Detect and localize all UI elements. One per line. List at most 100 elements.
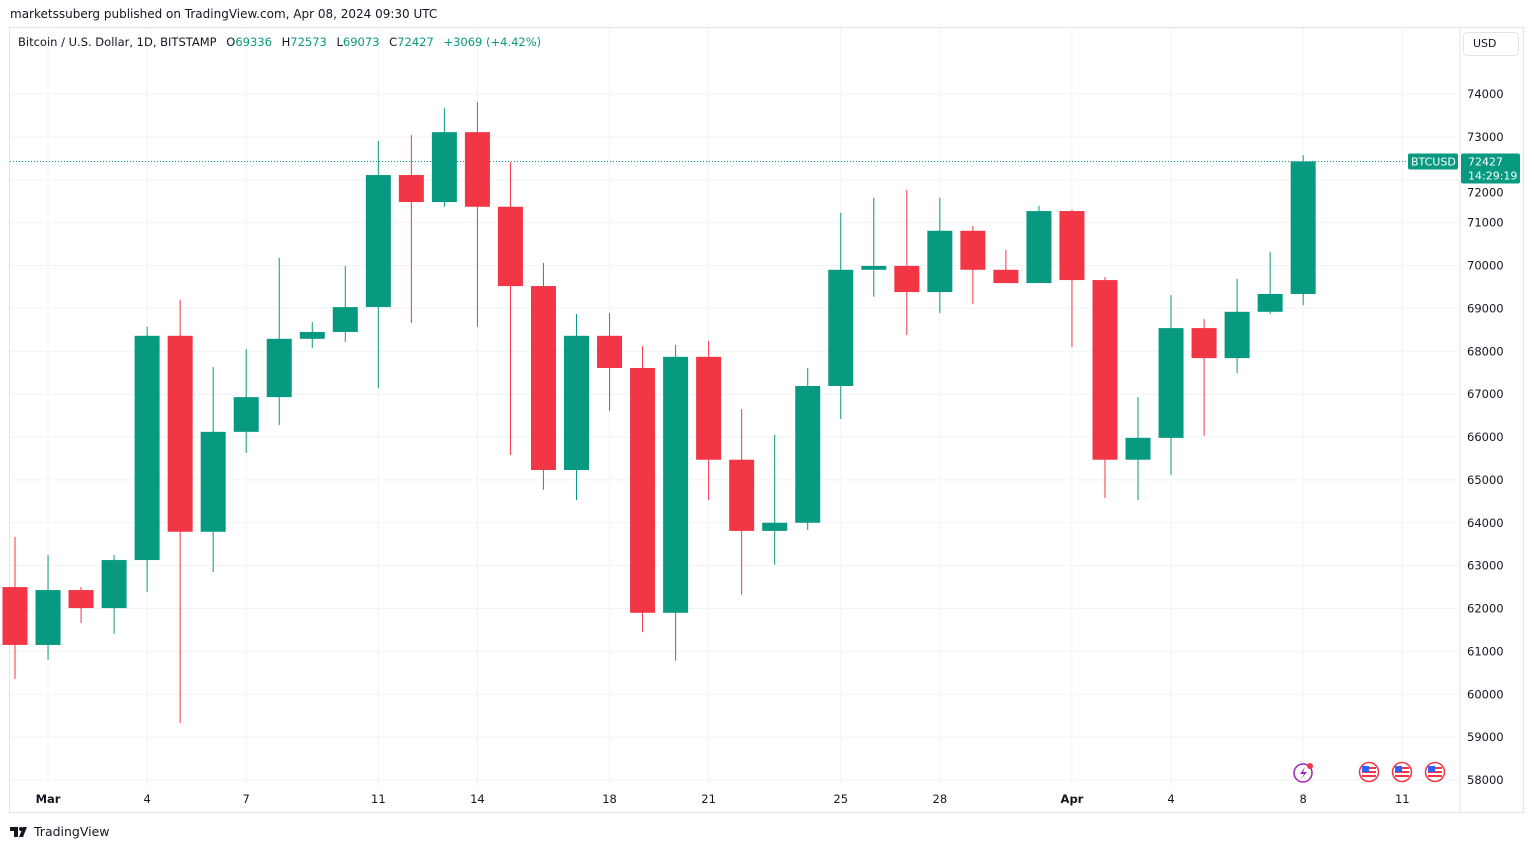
candle-body <box>1026 211 1052 284</box>
time-tick-label: 4 <box>143 792 150 806</box>
price-tick-label: 72000 <box>1467 185 1504 199</box>
us-flag-icon <box>1391 761 1413 783</box>
close-value: 72427 <box>397 35 434 49</box>
grid <box>10 28 1461 813</box>
price-tick-label: 63000 <box>1467 559 1504 573</box>
candle[interactable] <box>233 349 259 453</box>
price-tick-label: 58000 <box>1467 773 1504 787</box>
candle[interactable] <box>1257 251 1283 314</box>
candle[interactable] <box>530 262 556 490</box>
candle-body <box>993 269 1019 284</box>
candle[interactable] <box>134 326 160 592</box>
candle-body <box>861 265 887 270</box>
us-flag-event-icon[interactable] <box>1358 761 1446 783</box>
price-tag-bg <box>1461 153 1520 184</box>
candle-body <box>795 385 821 523</box>
candle[interactable] <box>431 108 457 207</box>
candle[interactable] <box>1026 205 1052 284</box>
open-value: 69336 <box>235 35 272 49</box>
candle[interactable] <box>630 346 656 633</box>
candle[interactable] <box>795 367 821 531</box>
candle[interactable] <box>1092 277 1118 498</box>
candle[interactable] <box>464 102 490 327</box>
candle-body <box>696 356 722 460</box>
price-tick-label: 64000 <box>1467 516 1504 530</box>
candle-body <box>233 397 259 432</box>
candle-body <box>762 522 788 531</box>
candle[interactable] <box>299 322 325 348</box>
candle[interactable] <box>1290 155 1316 306</box>
symbol-tag: BTCUSD <box>1411 155 1456 168</box>
time-tick-label: Apr <box>1061 792 1084 806</box>
candle[interactable] <box>927 197 953 314</box>
last-price-tag: BTCUSD 72427 14:29:19 <box>1408 153 1520 184</box>
candle[interactable] <box>332 265 358 342</box>
candle[interactable] <box>1158 295 1184 475</box>
candle[interactable] <box>993 250 1019 284</box>
candle[interactable] <box>564 313 590 501</box>
candle[interactable] <box>200 367 226 573</box>
candle[interactable] <box>266 257 292 425</box>
candle[interactable] <box>762 434 788 565</box>
time-tick-label: 28 <box>933 792 948 806</box>
candle[interactable] <box>101 554 127 634</box>
lightning-event-icon[interactable] <box>1293 763 1313 783</box>
candle-body <box>663 356 689 613</box>
low-value: 69073 <box>342 35 380 49</box>
change-value: +3069 (+4.42%) <box>443 35 542 49</box>
candle[interactable] <box>167 299 193 723</box>
candle-body <box>1125 437 1151 460</box>
candle[interactable] <box>398 135 424 323</box>
candle-body <box>927 230 953 293</box>
price-tick-label: 60000 <box>1467 687 1504 701</box>
price-tick-label: 69000 <box>1467 301 1504 315</box>
time-tick-label: 25 <box>833 792 848 806</box>
symbol-title: Bitcoin / U.S. Dollar, 1D, BITSTAMP <box>18 35 217 49</box>
high-label: H <box>281 35 291 49</box>
candle-body <box>1257 293 1283 312</box>
chart-pane[interactable] <box>9 27 1524 813</box>
candle[interactable] <box>696 340 722 501</box>
candle[interactable] <box>960 226 986 305</box>
time-tick-label: 4 <box>1167 792 1174 806</box>
time-tick-label: 18 <box>602 792 617 806</box>
price-tick-label: 66000 <box>1467 430 1504 444</box>
candle-body <box>68 590 94 609</box>
time-tick-label: 11 <box>371 792 386 806</box>
candle[interactable] <box>68 587 94 624</box>
candle-body <box>1092 280 1118 460</box>
currency-button[interactable]: USD <box>1463 32 1519 56</box>
tradingview-logo[interactable]: TradingView <box>10 824 110 839</box>
candle[interactable] <box>894 190 920 335</box>
price-tick-label: 67000 <box>1467 387 1504 401</box>
candle[interactable] <box>861 197 887 297</box>
candle[interactable] <box>365 141 391 389</box>
time-axis[interactable]: Mar 4 7 11 14 18 21 25 28 Apr 4 8 11 <box>36 792 1410 806</box>
price-tag-countdown: 14:29:19 <box>1468 169 1517 182</box>
time-tick-label: 7 <box>243 792 250 806</box>
candle-body <box>35 590 61 645</box>
candles <box>2 102 1316 723</box>
time-tick-label: 8 <box>1300 792 1307 806</box>
candle[interactable] <box>35 554 61 660</box>
candle-body <box>431 132 457 203</box>
candle[interactable] <box>2 536 28 679</box>
price-axis[interactable]: 58000 59000 60000 61000 62000 63000 64000 65000… <box>1467 87 1504 787</box>
candle[interactable] <box>497 162 523 456</box>
candle[interactable] <box>1224 278 1250 374</box>
candle-body <box>729 459 755 531</box>
candle-body <box>299 331 325 339</box>
candle[interactable] <box>597 313 623 411</box>
candle-body <box>101 560 127 609</box>
candle[interactable] <box>1059 209 1085 347</box>
candle[interactable] <box>828 212 854 419</box>
candle[interactable] <box>1191 319 1217 436</box>
candle[interactable] <box>1125 397 1151 501</box>
candle[interactable] <box>729 409 755 595</box>
time-tick-label: Mar <box>36 792 61 806</box>
candle-body <box>1191 328 1217 359</box>
price-tick-label: 70000 <box>1467 259 1504 273</box>
candle-body <box>1290 161 1316 294</box>
candle[interactable] <box>663 344 689 661</box>
